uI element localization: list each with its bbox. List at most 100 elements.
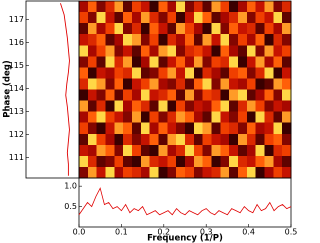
heatmap-cell <box>176 166 186 179</box>
heatmap-cell <box>149 166 159 179</box>
heatmap-cell <box>140 89 150 101</box>
heatmap-cell <box>211 89 221 101</box>
heatmap-cell <box>105 45 115 57</box>
heatmap-cell <box>114 111 124 123</box>
heatmap-cell <box>105 100 115 112</box>
heatmap-cell <box>238 144 248 157</box>
heatmap-cell <box>176 78 186 90</box>
heatmap-cell <box>79 78 89 90</box>
heatmap-cell <box>185 100 195 112</box>
heatmap-cell <box>123 155 133 168</box>
heatmap-cell <box>193 133 203 146</box>
heatmap-cell <box>211 166 221 179</box>
heatmap-cell <box>193 1 203 13</box>
heatmap-cell <box>246 100 256 112</box>
heatmap-cell <box>176 144 186 157</box>
heatmap-cell <box>96 133 106 146</box>
heatmap-cell <box>273 45 283 57</box>
heatmap-cell <box>211 34 221 46</box>
heatmap-cell <box>176 155 186 168</box>
heatmap-cell <box>229 67 239 79</box>
heatmap-cell <box>246 1 256 13</box>
heatmap-cell <box>193 155 203 168</box>
heatmap-cell <box>158 56 168 68</box>
heatmap-cell <box>193 100 203 112</box>
heatmap-cell <box>220 67 230 79</box>
heatmap-cell <box>158 78 168 90</box>
heatmap-cell <box>220 100 230 112</box>
heatmap-cell <box>140 56 150 68</box>
heatmap-cell <box>238 166 248 179</box>
heatmap-cell <box>96 56 106 68</box>
heatmap-cell <box>282 166 292 179</box>
heatmap-cell <box>132 100 142 112</box>
heatmap-cell <box>87 166 97 179</box>
heatmap-cell <box>105 67 115 79</box>
heatmap-cell <box>87 45 97 57</box>
heatmap-cell <box>79 100 89 112</box>
heatmap-cell <box>273 89 283 101</box>
heatmap-cell <box>105 34 115 46</box>
heatmap-cell <box>105 56 115 68</box>
heatmap-cell <box>158 100 168 112</box>
heatmap-cell <box>229 155 239 168</box>
heatmap-cell <box>158 45 168 57</box>
profile-line <box>60 3 70 176</box>
heatmap-cell <box>211 111 221 123</box>
heatmap-cell <box>87 34 97 46</box>
y-tick-label: 116 <box>9 38 24 47</box>
heatmap-cell <box>167 67 177 79</box>
heatmap-cell <box>79 155 89 168</box>
heatmap-cell <box>273 166 283 179</box>
heatmap-cell <box>132 89 142 101</box>
heatmap-cell <box>229 1 239 13</box>
heatmap-cell <box>264 166 274 179</box>
heatmap-cell <box>105 12 115 24</box>
heatmap-cell <box>167 133 177 146</box>
heatmap-cell <box>149 89 159 101</box>
heatmap-cell <box>176 122 186 135</box>
heatmap-cell <box>176 133 186 146</box>
heatmap-cell <box>87 155 97 168</box>
heatmap-cell <box>202 1 212 13</box>
heatmap-cell <box>220 45 230 57</box>
heatmap-cell <box>87 100 97 112</box>
heatmap-cell <box>132 111 142 123</box>
heatmap-cell <box>246 144 256 157</box>
heatmap-cell <box>255 111 265 123</box>
heatmap-cell <box>202 12 212 24</box>
heatmap-cell <box>273 67 283 79</box>
heatmap-cell <box>273 23 283 35</box>
heatmap-cell <box>149 122 159 135</box>
heatmap-cell <box>158 67 168 79</box>
heatmap-cell <box>220 56 230 68</box>
heatmap-cell <box>185 122 195 135</box>
heatmap-cell <box>149 23 159 35</box>
heatmap-cell <box>255 78 265 90</box>
heatmap-cell <box>167 12 177 24</box>
heatmap-cell <box>185 45 195 57</box>
heatmap-cell <box>255 122 265 135</box>
heatmap-cell <box>255 34 265 46</box>
heatmap-cell <box>123 133 133 146</box>
heatmap-cell <box>246 45 256 57</box>
heatmap-cell <box>273 78 283 90</box>
x-axis-label: Frequency (1/P) <box>147 234 223 243</box>
heatmap-cell <box>105 111 115 123</box>
heatmap-cell <box>229 100 239 112</box>
heatmap-cell <box>185 133 195 146</box>
heatmap-cell <box>238 56 248 68</box>
x-tick-label: 0.3 <box>200 228 213 237</box>
heatmap-cell <box>282 1 292 13</box>
heatmap-cell <box>158 155 168 168</box>
heatmap-cell <box>273 155 283 168</box>
heatmap-cell <box>176 12 186 24</box>
heatmap-cell <box>140 1 150 13</box>
heatmap-cell <box>140 67 150 79</box>
heatmap-cell <box>193 166 203 179</box>
heatmap-cell <box>220 155 230 168</box>
heatmap-cell <box>255 67 265 79</box>
heatmap-cell <box>238 89 248 101</box>
heatmap-cell <box>255 166 265 179</box>
heatmap-cell <box>79 122 89 135</box>
